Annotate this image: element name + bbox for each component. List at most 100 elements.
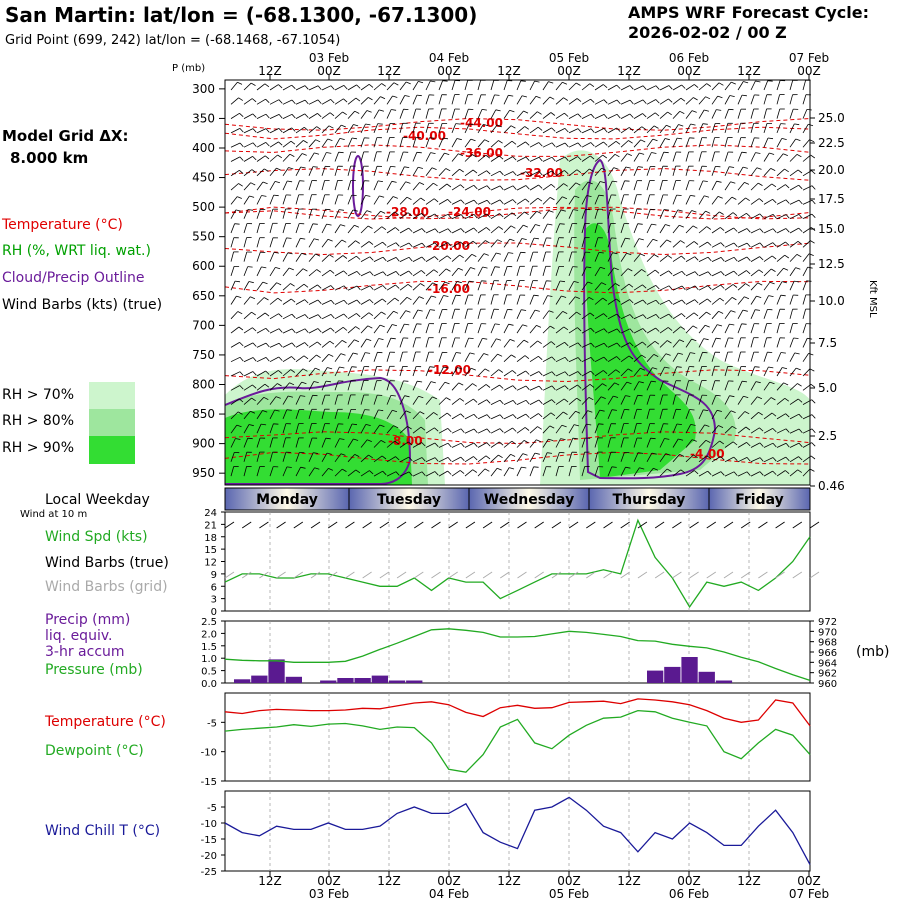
- wind-barb: [607, 154, 616, 162]
- wind-barb: [620, 127, 630, 134]
- wind-barb: [291, 342, 296, 347]
- wind-barb: [399, 109, 404, 119]
- wind-barb: [562, 196, 568, 200]
- wind-barb: [685, 380, 689, 391]
- wind-barb: [789, 469, 798, 477]
- wind-barb: [811, 213, 816, 218]
- wind-barb: [429, 309, 435, 311]
- wind-barb: [698, 137, 703, 148]
- wind-barb: [399, 212, 409, 220]
- wind-barb: [620, 299, 630, 305]
- wind-barb: [742, 166, 748, 169]
- wind-barb: [659, 340, 668, 348]
- wind-barb: [386, 440, 395, 448]
- wind-barb: [421, 457, 426, 462]
- wind-barb: [737, 182, 745, 191]
- wind-barb: [295, 299, 305, 305]
- wind-barb: [776, 168, 785, 177]
- wind-barb: [464, 227, 474, 234]
- wind-barb: [373, 210, 381, 219]
- precip-bar: [371, 675, 388, 683]
- wind-barb: [511, 354, 516, 358]
- wind-barb: [407, 426, 412, 430]
- wind-barb: [456, 138, 462, 141]
- wind-barb: [789, 442, 800, 448]
- wind-barb: [382, 256, 387, 262]
- wind-barb: [395, 242, 400, 247]
- wind-barb: [434, 242, 439, 247]
- wind-barb: [750, 471, 761, 477]
- wind-barb: [412, 182, 420, 191]
- wind-barb: [471, 367, 476, 371]
- wind-barb: [512, 370, 517, 374]
- wind-barb: [464, 294, 469, 305]
- wind-barb: [308, 223, 314, 234]
- wind-barb: [447, 214, 452, 219]
- wind-barb: [313, 238, 320, 241]
- wind-barb: [418, 81, 424, 84]
- grid-wind-barb: [431, 571, 441, 579]
- wind-barb: [802, 308, 806, 319]
- wind-barb: [438, 428, 448, 434]
- wind-barb: [230, 411, 239, 420]
- wind-barb: [537, 426, 542, 430]
- wind-barb: [490, 199, 501, 205]
- wind-barb: [633, 367, 641, 377]
- wind-barb: [698, 352, 703, 362]
- wind-barb: [611, 409, 617, 411]
- wind-barb: [642, 284, 647, 289]
- wind-barb: [499, 399, 504, 405]
- wind-barb: [607, 437, 611, 448]
- wind-barb: [460, 241, 465, 246]
- wind-barb: [754, 366, 760, 368]
- wind-barb: [763, 108, 767, 119]
- bottom-time-tick-label: 00Z: [437, 874, 461, 888]
- wind-barb: [516, 440, 525, 448]
- wind-barb: [483, 353, 489, 356]
- pressure-tick-label: 400: [192, 141, 215, 155]
- grid-wind-barb: [706, 571, 717, 579]
- grid-wind-barb: [534, 571, 544, 579]
- wind-barb: [652, 238, 658, 242]
- wind-barb: [287, 395, 294, 398]
- wind-barb: [282, 99, 293, 105]
- wind-barb: [412, 256, 423, 262]
- wind-barb: [431, 295, 437, 298]
- wind-barb: [789, 323, 794, 334]
- wind-barb: [698, 394, 703, 405]
- wind-barb: [282, 369, 291, 377]
- wind-barb: [315, 367, 320, 371]
- wind-barb: [577, 342, 582, 347]
- wind-barb: [451, 337, 456, 348]
- wind-barb: [586, 423, 592, 426]
- wind-barb: [755, 309, 761, 311]
- wind-barb: [321, 394, 326, 405]
- wind-barb: [321, 180, 325, 191]
- wind-barb: [568, 371, 579, 377]
- wind-barb: [477, 154, 487, 162]
- wind-barb: [646, 99, 656, 105]
- wind-barb: [755, 381, 761, 384]
- wind-barb: [810, 154, 816, 159]
- wind-barb: [490, 338, 497, 348]
- wind-barb: [629, 85, 634, 90]
- wind-barb: [763, 168, 771, 177]
- wind-barb: [633, 423, 637, 434]
- wind-barb: [677, 209, 683, 212]
- wind-barb: [776, 123, 781, 134]
- wind-barb: [277, 383, 282, 387]
- wind-barb: [321, 209, 326, 219]
- wind-barb: [256, 128, 267, 134]
- wind-barb: [750, 381, 757, 391]
- wind-barb: [291, 127, 296, 132]
- wind-barb: [425, 366, 431, 377]
- wind-barb: [498, 226, 504, 230]
- wind-barb: [405, 310, 411, 313]
- wind-barb: [763, 457, 774, 463]
- wind-barb: [542, 412, 552, 420]
- wind-barb: [347, 469, 357, 477]
- wind-barb: [354, 339, 360, 343]
- wind-barb: [393, 82, 399, 86]
- wind-barb: [447, 199, 452, 204]
- wind-barb: [230, 466, 235, 477]
